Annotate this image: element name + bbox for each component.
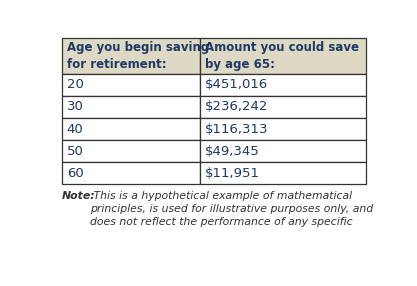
Text: Amount you could save
by age 65:: Amount you could save by age 65: xyxy=(205,41,359,71)
Text: $236,242: $236,242 xyxy=(205,100,268,114)
Text: Age you begin saving
for retirement:: Age you begin saving for retirement: xyxy=(67,41,209,71)
Text: $116,313: $116,313 xyxy=(205,122,269,136)
Text: 50: 50 xyxy=(67,144,83,158)
Bar xyxy=(200,96,366,118)
Bar xyxy=(200,118,366,140)
Bar xyxy=(200,38,366,74)
Text: $49,345: $49,345 xyxy=(205,144,260,158)
Text: $11,951: $11,951 xyxy=(205,166,260,180)
Text: 30: 30 xyxy=(67,100,83,114)
Text: 40: 40 xyxy=(67,122,83,136)
Bar xyxy=(62,74,200,96)
Bar xyxy=(62,38,200,74)
Bar xyxy=(62,96,200,118)
Bar xyxy=(62,118,200,140)
Bar xyxy=(200,162,366,184)
Bar xyxy=(62,140,200,162)
Text: 20: 20 xyxy=(67,78,83,92)
Bar xyxy=(200,140,366,162)
Bar xyxy=(200,74,366,96)
Bar xyxy=(62,162,200,184)
Text: Note:: Note: xyxy=(62,191,95,201)
Text: This is a hypothetical example of mathematical
principles, is used for illustrat: This is a hypothetical example of mathem… xyxy=(90,191,373,227)
Text: $451,016: $451,016 xyxy=(205,78,268,92)
Text: 60: 60 xyxy=(67,166,83,180)
